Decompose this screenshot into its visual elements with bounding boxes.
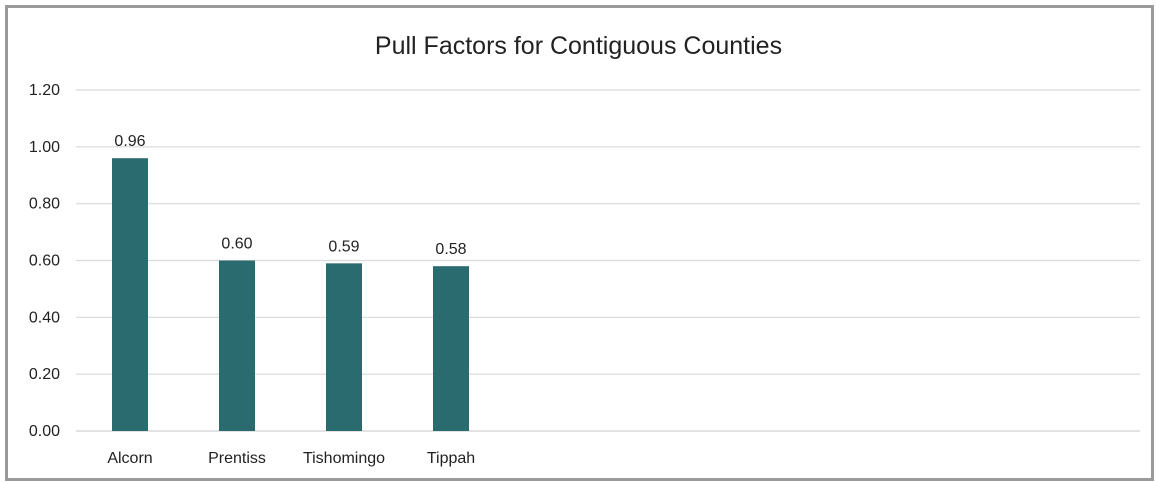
y-tick-label: 1.00 bbox=[29, 139, 60, 156]
bar-tishomingo bbox=[326, 263, 362, 431]
chart-title: Pull Factors for Contiguous Counties bbox=[374, 32, 783, 60]
bar-prentiss bbox=[219, 260, 255, 431]
y-tick-label: 0.00 bbox=[29, 423, 60, 440]
x-axis-ticks: Alcorn Prentiss Tishomingo Tippah bbox=[107, 450, 475, 467]
bar-alcorn bbox=[112, 158, 148, 431]
y-tick-label: 0.80 bbox=[29, 196, 60, 213]
data-labels: 0.96 0.60 0.59 0.58 bbox=[114, 133, 466, 258]
bars bbox=[112, 158, 469, 431]
x-tick-label: Prentiss bbox=[208, 450, 266, 467]
data-label: 0.96 bbox=[114, 133, 145, 150]
y-axis-ticks: 0.00 0.20 0.40 0.60 0.80 1.00 1.20 bbox=[29, 82, 60, 440]
y-tick-label: 0.20 bbox=[29, 366, 60, 383]
data-label: 0.59 bbox=[328, 238, 359, 255]
data-label: 0.60 bbox=[221, 236, 252, 253]
data-label: 0.58 bbox=[435, 241, 466, 258]
y-tick-label: 0.60 bbox=[29, 253, 60, 270]
x-tick-label: Alcorn bbox=[107, 450, 152, 467]
x-tick-label: Tishomingo bbox=[303, 450, 385, 467]
y-tick-label: 0.40 bbox=[29, 309, 60, 326]
y-tick-label: 1.20 bbox=[29, 82, 60, 99]
chart-frame bbox=[5, 5, 1154, 481]
x-tick-label: Tippah bbox=[427, 450, 475, 467]
bar-tippah bbox=[433, 266, 469, 431]
